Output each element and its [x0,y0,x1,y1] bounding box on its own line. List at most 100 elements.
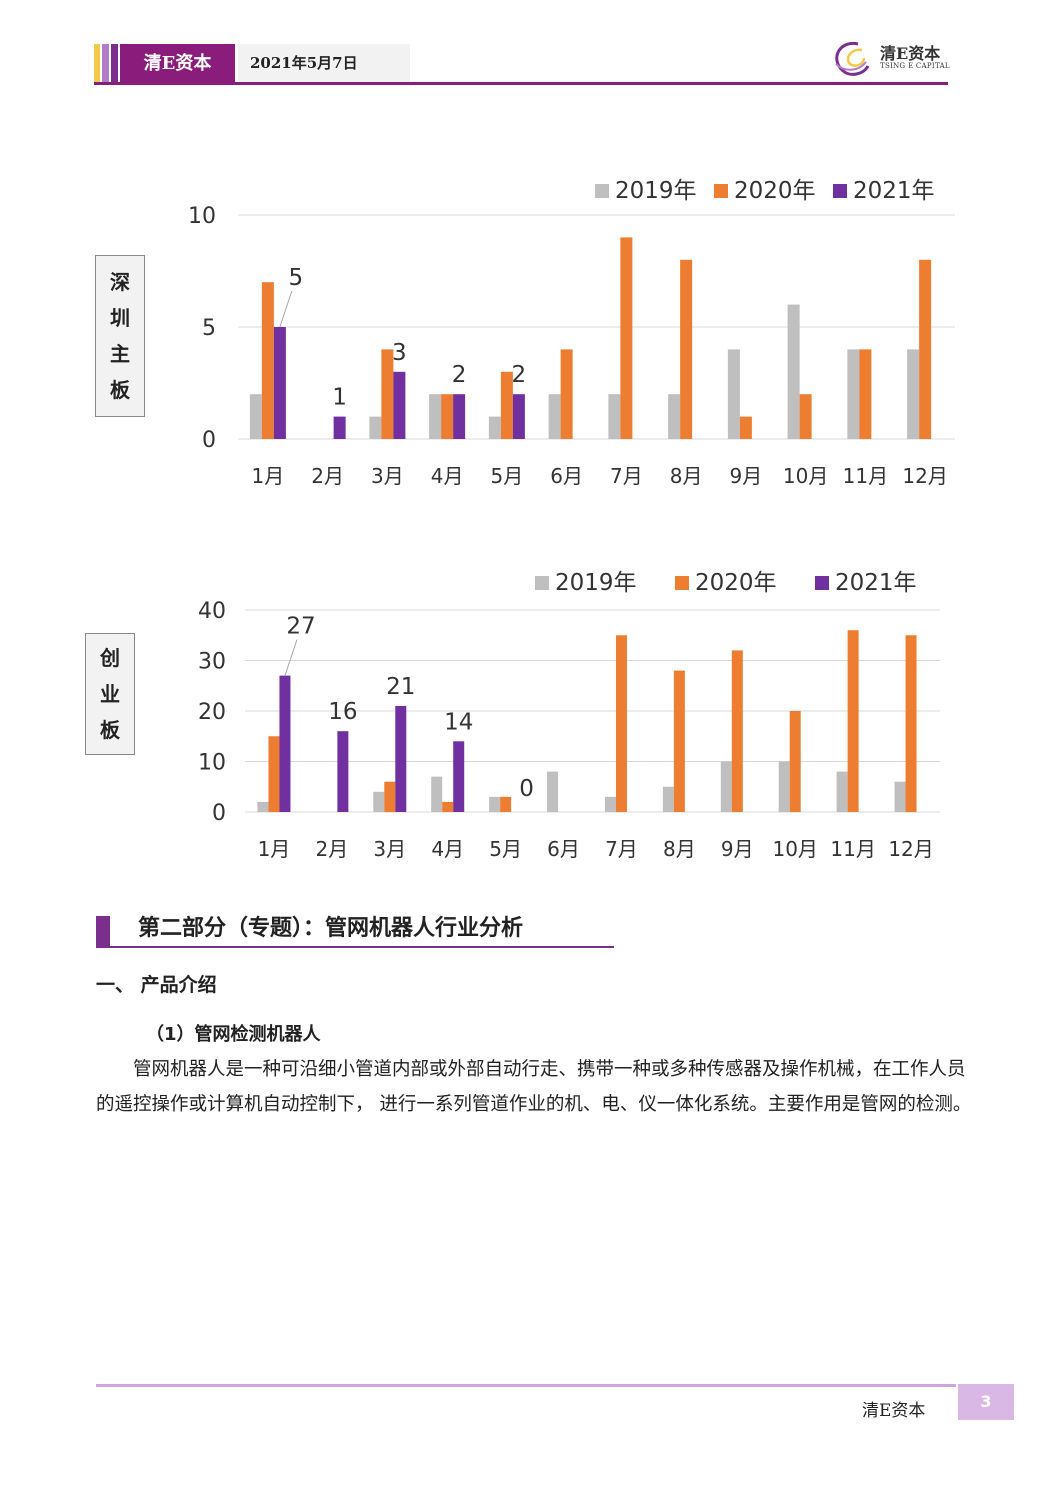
x-tick-label: 5月 [489,837,522,861]
bar-2019年 [847,349,860,439]
bar-2020年 [261,282,274,439]
legend-swatch [535,576,549,590]
y-tick-label: 10 [198,751,226,776]
bar-2020年 [739,416,752,439]
bar-2021年 [395,705,407,812]
subheading-inspection-robot: （1）管网检测机器人 [146,1024,321,1045]
x-tick-label: 11月 [830,837,875,861]
brand-logo-icon [835,41,870,76]
y-tick-label: 0 [202,428,216,453]
bar-2020年 [731,650,743,812]
bar-2020年 [500,371,513,439]
y-tick-label: 20 [198,700,226,725]
bar-2020年 [799,394,812,439]
x-tick-label: 2月 [311,464,344,488]
header-divider [94,82,948,85]
bar-2020年 [680,259,693,439]
bar-2021年 [279,675,291,812]
x-tick-label: 2月 [316,837,349,861]
x-tick-label: 9月 [730,464,763,488]
bar-2019年 [547,771,559,812]
header-brand: 清E资本 [120,44,235,84]
data-label: 3 [392,340,407,366]
bar-2019年 [431,776,443,812]
x-tick-label: 4月 [431,464,464,488]
x-tick-label: 3月 [373,837,406,861]
x-tick-label: 12月 [902,464,947,488]
bar-2020年 [789,711,801,812]
x-tick-label: 1月 [252,464,285,488]
bar-2021年 [337,731,349,812]
subheading-product-intro: 一、 产品介绍 [96,974,217,996]
data-label-leader [284,639,298,676]
bar-2020年 [847,630,859,812]
x-tick-label: 3月 [371,464,404,488]
logo-subtext: TSING E CAPITAL [880,62,950,70]
bar-2020年 [500,796,512,812]
bar-2020年 [560,349,573,439]
data-label: 14 [444,709,473,735]
side-char: 圳 [110,306,130,330]
bar-2020年 [442,801,454,812]
legend-swatch [833,184,847,198]
x-tick-label: 1月 [258,837,291,861]
chart1-side-label: 深 圳 主 板 [95,255,145,417]
bar-2019年 [668,394,681,439]
legend-swatch [815,576,829,590]
bar-2019年 [720,761,732,812]
bar-2021年 [333,416,346,439]
header-date: 2021年5月7日 [238,44,410,82]
header-stripe-purple [111,44,118,84]
bar-2021年 [393,371,406,439]
body-paragraph: 管网机器人是一种可沿细小管道内部或外部自动行走、携带一种或多种传感器及操作机械，… [96,1052,976,1122]
bar-2019年 [727,349,740,439]
bar-2019年 [604,796,616,812]
logo-text: 清E资本 [880,44,941,63]
x-tick-label: 9月 [721,837,754,861]
section-marker [96,916,110,946]
x-tick-label: 7月 [610,464,643,488]
bar-2020年 [268,736,280,812]
data-label: 16 [328,699,357,725]
bar-2020年 [859,349,872,439]
shenzhen-main-board-chart: 0 5 10 1月 5 2月 1 3月 3 4月 2 5月 2 6月 7月 8月 9月 10月 11月 12月 2019… [188,178,955,488]
side-char: 板 [100,718,120,742]
bar-2019年 [489,796,501,812]
y-tick-label: 5 [202,316,216,341]
bar-2019年 [369,416,382,439]
bar-2019年 [894,781,906,812]
bar-2019年 [373,791,385,812]
legend-swatch [714,184,728,198]
chinext-board-chart: 0 10 20 30 40 1月 27 2月 16 3月 21 4月 14 5月 0 6月 7月 8月 9月 10月 1… [198,570,940,861]
x-tick-label: 6月 [550,464,583,488]
x-tick-label: 11月 [843,464,888,488]
section-heading: 第二部分（专题）：管网机器人行业分析 [96,912,614,948]
y-tick-label: 10 [188,204,216,229]
bar-2019年 [787,304,800,439]
page-number: 3 [958,1384,1014,1420]
bar-2019年 [608,394,621,439]
legend-label: 2020年 [734,178,816,204]
x-tick-label: 8月 [663,837,696,861]
bar-2021年 [512,394,525,439]
y-tick-label: 40 [198,599,226,624]
data-label: 2 [512,362,527,388]
bar-2021年 [453,741,465,812]
bar-2020年 [673,670,685,812]
x-tick-label: 10月 [772,837,817,861]
legend-swatch [675,576,689,590]
data-label: 27 [286,614,315,640]
legend-label: 2019年 [555,570,637,596]
y-tick-label: 30 [198,650,226,675]
bar-2019年 [488,416,501,439]
bar-2019年 [836,771,848,812]
x-tick-label: 10月 [783,464,828,488]
data-label: 21 [386,674,415,700]
bar-2020年 [620,237,633,439]
y-tick-label: 0 [212,801,226,826]
legend-swatch [595,184,609,198]
legend-label: 2020年 [695,570,777,596]
side-char: 深 [110,270,130,294]
bar-2019年 [429,394,442,439]
x-tick-label: 7月 [605,837,638,861]
